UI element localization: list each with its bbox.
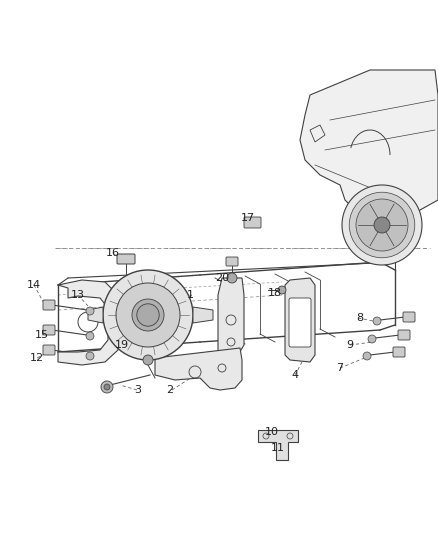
Text: 19: 19 <box>115 340 129 350</box>
Circle shape <box>342 185 422 265</box>
FancyBboxPatch shape <box>398 330 410 340</box>
Text: 9: 9 <box>346 340 353 350</box>
Text: 18: 18 <box>268 288 282 298</box>
Text: 13: 13 <box>71 290 85 300</box>
Circle shape <box>143 355 153 365</box>
Circle shape <box>356 199 408 251</box>
Circle shape <box>104 384 110 390</box>
Text: 3: 3 <box>134 385 141 395</box>
Circle shape <box>349 192 415 258</box>
Text: 7: 7 <box>336 363 343 373</box>
FancyBboxPatch shape <box>43 300 55 310</box>
Text: 20: 20 <box>215 273 229 283</box>
Polygon shape <box>285 278 315 362</box>
Text: 16: 16 <box>106 248 120 258</box>
Polygon shape <box>193 307 213 323</box>
Polygon shape <box>58 280 118 365</box>
Text: 10: 10 <box>265 427 279 437</box>
Circle shape <box>368 335 376 343</box>
FancyBboxPatch shape <box>393 347 405 357</box>
Circle shape <box>374 217 390 233</box>
FancyBboxPatch shape <box>43 325 55 335</box>
Polygon shape <box>258 430 298 460</box>
Circle shape <box>278 286 286 294</box>
Polygon shape <box>300 70 438 228</box>
Circle shape <box>227 273 237 283</box>
Polygon shape <box>88 307 103 323</box>
Text: 15: 15 <box>35 330 49 340</box>
Text: 12: 12 <box>30 353 44 363</box>
Circle shape <box>363 352 371 360</box>
Text: 8: 8 <box>357 313 364 323</box>
Text: 14: 14 <box>27 280 41 290</box>
Circle shape <box>103 270 193 360</box>
Polygon shape <box>155 348 242 390</box>
Text: 17: 17 <box>241 213 255 223</box>
FancyBboxPatch shape <box>43 345 55 355</box>
Text: 4: 4 <box>291 370 299 380</box>
Circle shape <box>373 317 381 325</box>
Circle shape <box>86 352 94 360</box>
FancyBboxPatch shape <box>289 298 311 347</box>
Polygon shape <box>218 278 244 358</box>
FancyBboxPatch shape <box>117 254 135 264</box>
Text: 2: 2 <box>166 385 173 395</box>
FancyBboxPatch shape <box>244 217 261 228</box>
FancyBboxPatch shape <box>403 312 415 322</box>
Text: 11: 11 <box>271 443 285 453</box>
Circle shape <box>140 307 156 323</box>
Circle shape <box>86 307 94 315</box>
Circle shape <box>86 332 94 340</box>
Circle shape <box>137 304 159 326</box>
Circle shape <box>116 283 180 347</box>
Text: 1: 1 <box>187 290 194 300</box>
Circle shape <box>101 381 113 393</box>
Circle shape <box>132 299 164 331</box>
FancyBboxPatch shape <box>226 257 238 266</box>
